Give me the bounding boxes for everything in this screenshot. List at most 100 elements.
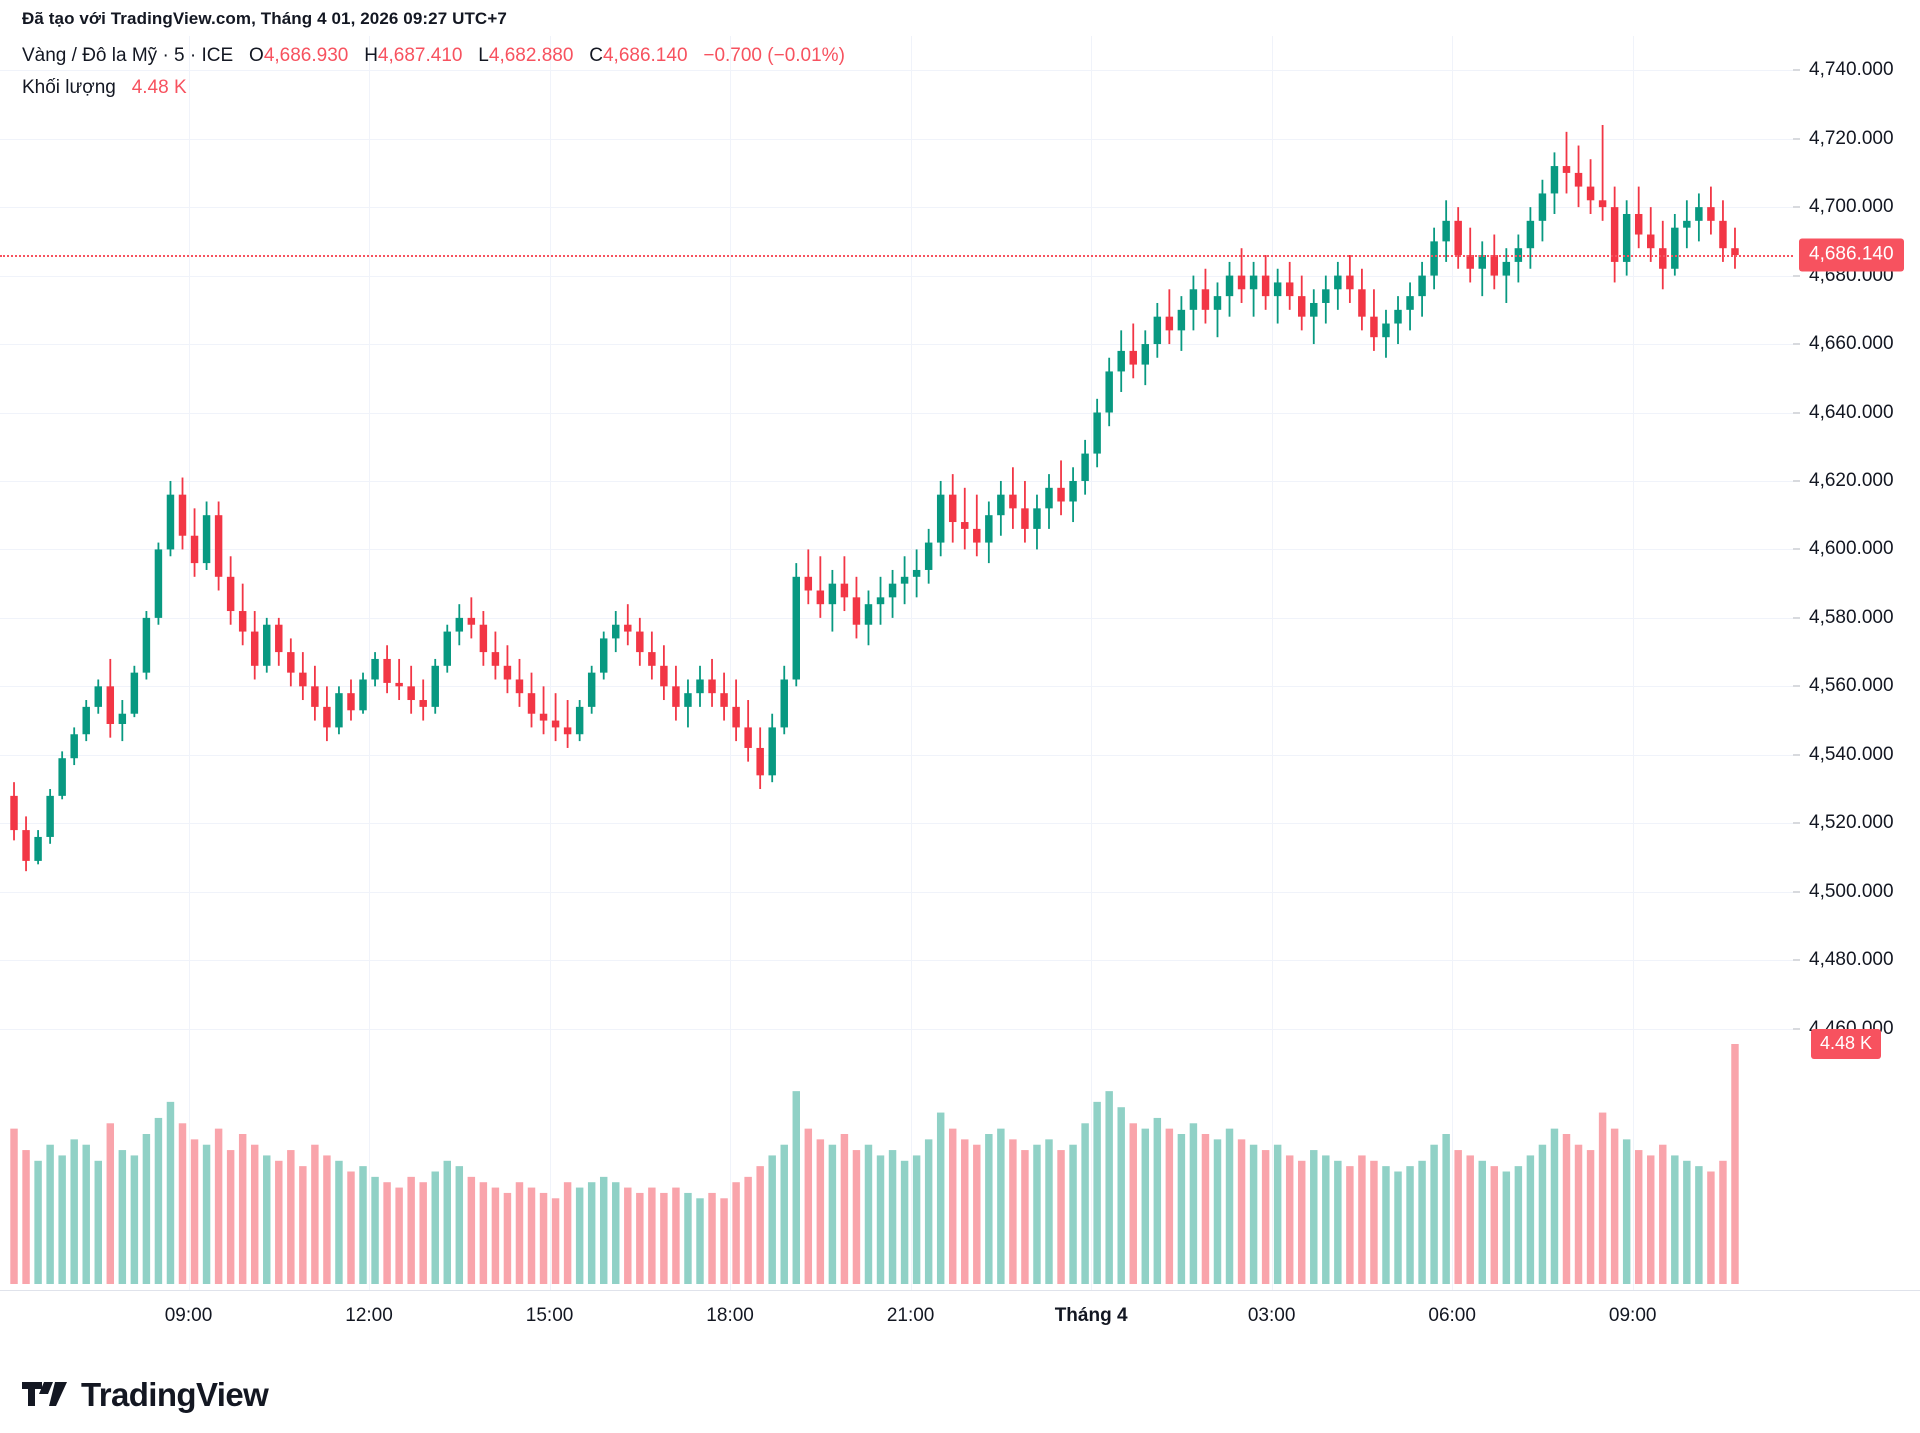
volume-bar (214, 1128, 223, 1284)
legend-symbol[interactable]: Vàng / Đô la Mỹ · 5 · ICE (22, 45, 234, 66)
volume-bar (1394, 1171, 1402, 1284)
gridline-vertical (1091, 36, 1092, 1290)
candle-wick (1252, 261, 1255, 317)
candle-body (852, 597, 861, 625)
volume-bar (1430, 1144, 1438, 1284)
volume-bar (792, 1091, 800, 1284)
volume-bar (335, 1160, 343, 1284)
volume-bar (1346, 1166, 1354, 1284)
volume-bar (166, 1101, 175, 1284)
volume-bar (431, 1171, 439, 1284)
candle-body (1454, 220, 1462, 256)
candle-body (515, 679, 524, 694)
volume-bar (1213, 1139, 1222, 1284)
last-volume-badge[interactable]: 4.48 K (1811, 1029, 1882, 1059)
candle-wick (1312, 289, 1315, 345)
candle-body (455, 617, 464, 632)
candle-body (154, 549, 163, 618)
volume-bar (804, 1128, 813, 1284)
last-price-badge[interactable]: 4,686.140 (1799, 238, 1904, 272)
legend-high-value: 4,687.410 (377, 45, 463, 66)
gridline-horizontal (0, 549, 1793, 550)
volume-bar (1695, 1166, 1703, 1284)
candle-body (1045, 487, 1053, 509)
price-tick-mark (1793, 754, 1800, 756)
volume-bar (1538, 1144, 1547, 1284)
volume-bar (1358, 1155, 1366, 1284)
volume-bar (1526, 1155, 1535, 1284)
volume-bar (22, 1150, 30, 1284)
price-tick-label: 4,740.000 (1809, 59, 1894, 81)
price-tick-label: 4,560.000 (1809, 675, 1894, 697)
candle-body (575, 706, 584, 735)
legend-low-value: 4,682.880 (488, 45, 574, 66)
legend-open-value: 4,686.930 (263, 45, 349, 66)
volume-bar (287, 1150, 295, 1284)
candle-body (900, 576, 909, 584)
candle-body (936, 494, 945, 543)
time-tick-label: 15:00 (525, 1305, 574, 1326)
gridline-vertical (1452, 36, 1453, 1290)
volume-bar (1273, 1144, 1282, 1284)
volume-bar (407, 1176, 415, 1284)
candle-body (1671, 227, 1679, 269)
candle-body (142, 617, 151, 673)
volume-bar (515, 1182, 524, 1284)
candle-body (1538, 193, 1547, 221)
candle-body (527, 693, 536, 714)
volume-bar (1442, 1134, 1450, 1284)
candle-body (1442, 220, 1450, 242)
volume-bar (900, 1160, 909, 1284)
price-tick-label: 4,640.000 (1809, 401, 1894, 423)
price-tick-mark (1793, 1028, 1800, 1030)
candle-body (359, 679, 367, 711)
price-tick-label: 4,500.000 (1809, 880, 1894, 902)
time-tick-label: 06:00 (1428, 1305, 1476, 1326)
volume-bar (1707, 1171, 1715, 1284)
volume-bar (94, 1160, 102, 1284)
volume-bar (1310, 1150, 1318, 1284)
candle-body (1069, 480, 1077, 502)
volume-bar (852, 1150, 861, 1284)
volume-bar (443, 1160, 451, 1284)
price-tick-label: 4,540.000 (1809, 743, 1894, 765)
volume-bar (997, 1128, 1005, 1284)
price-scale[interactable]: 4,740.000 4,720.000 4,700.000 4,680.000 4,66… (1793, 36, 1920, 1290)
volume-bar (178, 1123, 187, 1284)
candle-body (383, 658, 391, 683)
candle-body (371, 658, 379, 680)
candle-wick (542, 686, 545, 735)
candle-wick (819, 556, 822, 618)
volume-bar (395, 1187, 403, 1284)
candle-wick (1601, 124, 1604, 221)
candle-body (828, 583, 837, 605)
candle-body (1430, 241, 1438, 276)
candle-body (1298, 296, 1306, 317)
candle-body (1093, 412, 1101, 454)
candle-body (732, 706, 740, 728)
chart-plot-area[interactable] (0, 36, 1793, 1290)
volume-bar (768, 1155, 776, 1284)
volume-bar (154, 1117, 163, 1284)
candle-body (1141, 344, 1150, 365)
volume-bar (1406, 1166, 1414, 1284)
candle-body (1683, 220, 1691, 228)
volume-bar (1261, 1150, 1270, 1284)
volume-bar (1478, 1160, 1486, 1284)
legend-volume-label[interactable]: Khối lượng (22, 76, 116, 98)
candle-body (1707, 207, 1715, 221)
candle-body (82, 706, 90, 735)
candle-body (1081, 453, 1089, 481)
time-scale[interactable]: 09:00 12:00 15:00 18:00 21:00 Tháng 4 03:00 06:… (0, 1290, 1920, 1346)
price-tick-label: 4,480.000 (1809, 949, 1894, 971)
candle-body (166, 494, 175, 550)
candle-body (961, 522, 969, 529)
volume-bar (467, 1176, 476, 1284)
candle-body (130, 672, 139, 714)
tradingview-logo[interactable]: TradingView (22, 1376, 269, 1414)
candle-body (768, 727, 776, 776)
gridline-horizontal (0, 618, 1793, 619)
volume-bar (936, 1112, 945, 1284)
candle-body (539, 713, 548, 721)
